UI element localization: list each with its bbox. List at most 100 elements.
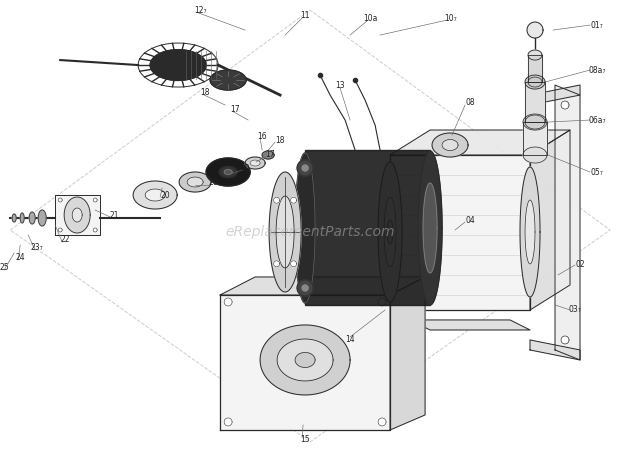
Text: 12₇: 12₇ bbox=[194, 5, 206, 14]
Text: 11: 11 bbox=[300, 10, 310, 19]
Polygon shape bbox=[527, 22, 543, 38]
Polygon shape bbox=[530, 130, 570, 310]
Polygon shape bbox=[555, 85, 580, 360]
Polygon shape bbox=[378, 418, 386, 426]
Polygon shape bbox=[528, 55, 542, 82]
Polygon shape bbox=[523, 114, 547, 130]
Polygon shape bbox=[58, 198, 62, 202]
Text: 08a₇: 08a₇ bbox=[588, 66, 606, 75]
Polygon shape bbox=[12, 214, 16, 222]
Polygon shape bbox=[224, 298, 232, 306]
Text: 15: 15 bbox=[300, 436, 310, 445]
Polygon shape bbox=[93, 198, 97, 202]
Polygon shape bbox=[523, 147, 547, 163]
Text: 18: 18 bbox=[275, 135, 285, 144]
Text: 17: 17 bbox=[265, 149, 275, 158]
Polygon shape bbox=[432, 133, 468, 157]
Polygon shape bbox=[206, 158, 250, 186]
Polygon shape bbox=[291, 197, 296, 203]
Polygon shape bbox=[520, 167, 540, 297]
Polygon shape bbox=[220, 295, 390, 430]
Polygon shape bbox=[273, 197, 280, 203]
Polygon shape bbox=[295, 352, 315, 368]
Polygon shape bbox=[305, 150, 430, 305]
Polygon shape bbox=[269, 172, 301, 292]
Polygon shape bbox=[276, 196, 294, 268]
Polygon shape bbox=[187, 177, 203, 187]
Polygon shape bbox=[55, 195, 100, 235]
Text: 14: 14 bbox=[345, 335, 355, 344]
Text: 16: 16 bbox=[257, 131, 267, 140]
Polygon shape bbox=[390, 130, 570, 155]
Polygon shape bbox=[525, 115, 545, 129]
Polygon shape bbox=[20, 213, 24, 223]
Polygon shape bbox=[387, 220, 393, 244]
Polygon shape bbox=[260, 325, 350, 395]
Polygon shape bbox=[378, 298, 386, 306]
Polygon shape bbox=[145, 189, 165, 201]
Text: 01₇: 01₇ bbox=[591, 21, 603, 30]
Text: 05₇: 05₇ bbox=[591, 167, 603, 176]
Text: 10₇: 10₇ bbox=[444, 14, 456, 22]
Polygon shape bbox=[93, 228, 97, 232]
Polygon shape bbox=[262, 151, 274, 159]
Polygon shape bbox=[224, 170, 232, 175]
Text: 20: 20 bbox=[161, 190, 170, 199]
Text: 04: 04 bbox=[465, 216, 475, 225]
Polygon shape bbox=[523, 122, 547, 155]
Polygon shape bbox=[528, 50, 542, 60]
Polygon shape bbox=[245, 157, 265, 169]
Polygon shape bbox=[58, 228, 62, 232]
Polygon shape bbox=[418, 151, 442, 305]
Text: 02: 02 bbox=[575, 261, 585, 270]
Polygon shape bbox=[277, 339, 333, 381]
Polygon shape bbox=[133, 181, 177, 209]
Polygon shape bbox=[291, 261, 296, 267]
Polygon shape bbox=[442, 140, 458, 150]
Text: 22: 22 bbox=[60, 235, 70, 244]
Polygon shape bbox=[179, 172, 211, 192]
Polygon shape bbox=[150, 50, 206, 81]
Polygon shape bbox=[423, 183, 437, 273]
Polygon shape bbox=[384, 197, 396, 267]
Polygon shape bbox=[297, 280, 313, 296]
Polygon shape bbox=[410, 320, 530, 330]
Polygon shape bbox=[302, 285, 308, 291]
Text: 19: 19 bbox=[241, 163, 250, 172]
Polygon shape bbox=[297, 160, 313, 176]
Polygon shape bbox=[273, 261, 280, 267]
Text: 03₇: 03₇ bbox=[569, 306, 582, 315]
Polygon shape bbox=[302, 165, 308, 171]
Text: 18: 18 bbox=[200, 88, 210, 97]
Polygon shape bbox=[250, 160, 260, 166]
Polygon shape bbox=[295, 153, 315, 303]
Text: 08: 08 bbox=[465, 98, 475, 107]
Polygon shape bbox=[530, 340, 580, 360]
Polygon shape bbox=[210, 70, 246, 90]
Polygon shape bbox=[224, 418, 232, 426]
Polygon shape bbox=[378, 162, 402, 302]
Polygon shape bbox=[525, 75, 545, 89]
Polygon shape bbox=[72, 208, 82, 222]
Polygon shape bbox=[525, 200, 535, 264]
Text: 20₇: 20₇ bbox=[209, 177, 221, 186]
Polygon shape bbox=[390, 277, 425, 430]
Text: 06a₇: 06a₇ bbox=[588, 116, 606, 125]
Text: 21: 21 bbox=[109, 211, 119, 220]
Text: 10a: 10a bbox=[363, 14, 377, 22]
Text: 25: 25 bbox=[0, 264, 9, 273]
Text: 24: 24 bbox=[16, 253, 25, 262]
Polygon shape bbox=[530, 85, 580, 105]
Polygon shape bbox=[525, 82, 545, 122]
Polygon shape bbox=[219, 166, 237, 177]
Text: eReplacementParts.com: eReplacementParts.com bbox=[225, 225, 395, 239]
Text: 17: 17 bbox=[230, 104, 240, 113]
Polygon shape bbox=[29, 212, 35, 224]
Polygon shape bbox=[220, 277, 425, 295]
Polygon shape bbox=[561, 336, 569, 344]
Polygon shape bbox=[561, 101, 569, 109]
Polygon shape bbox=[64, 197, 90, 233]
Polygon shape bbox=[528, 77, 542, 87]
Polygon shape bbox=[390, 155, 530, 310]
Text: 13: 13 bbox=[335, 81, 345, 90]
